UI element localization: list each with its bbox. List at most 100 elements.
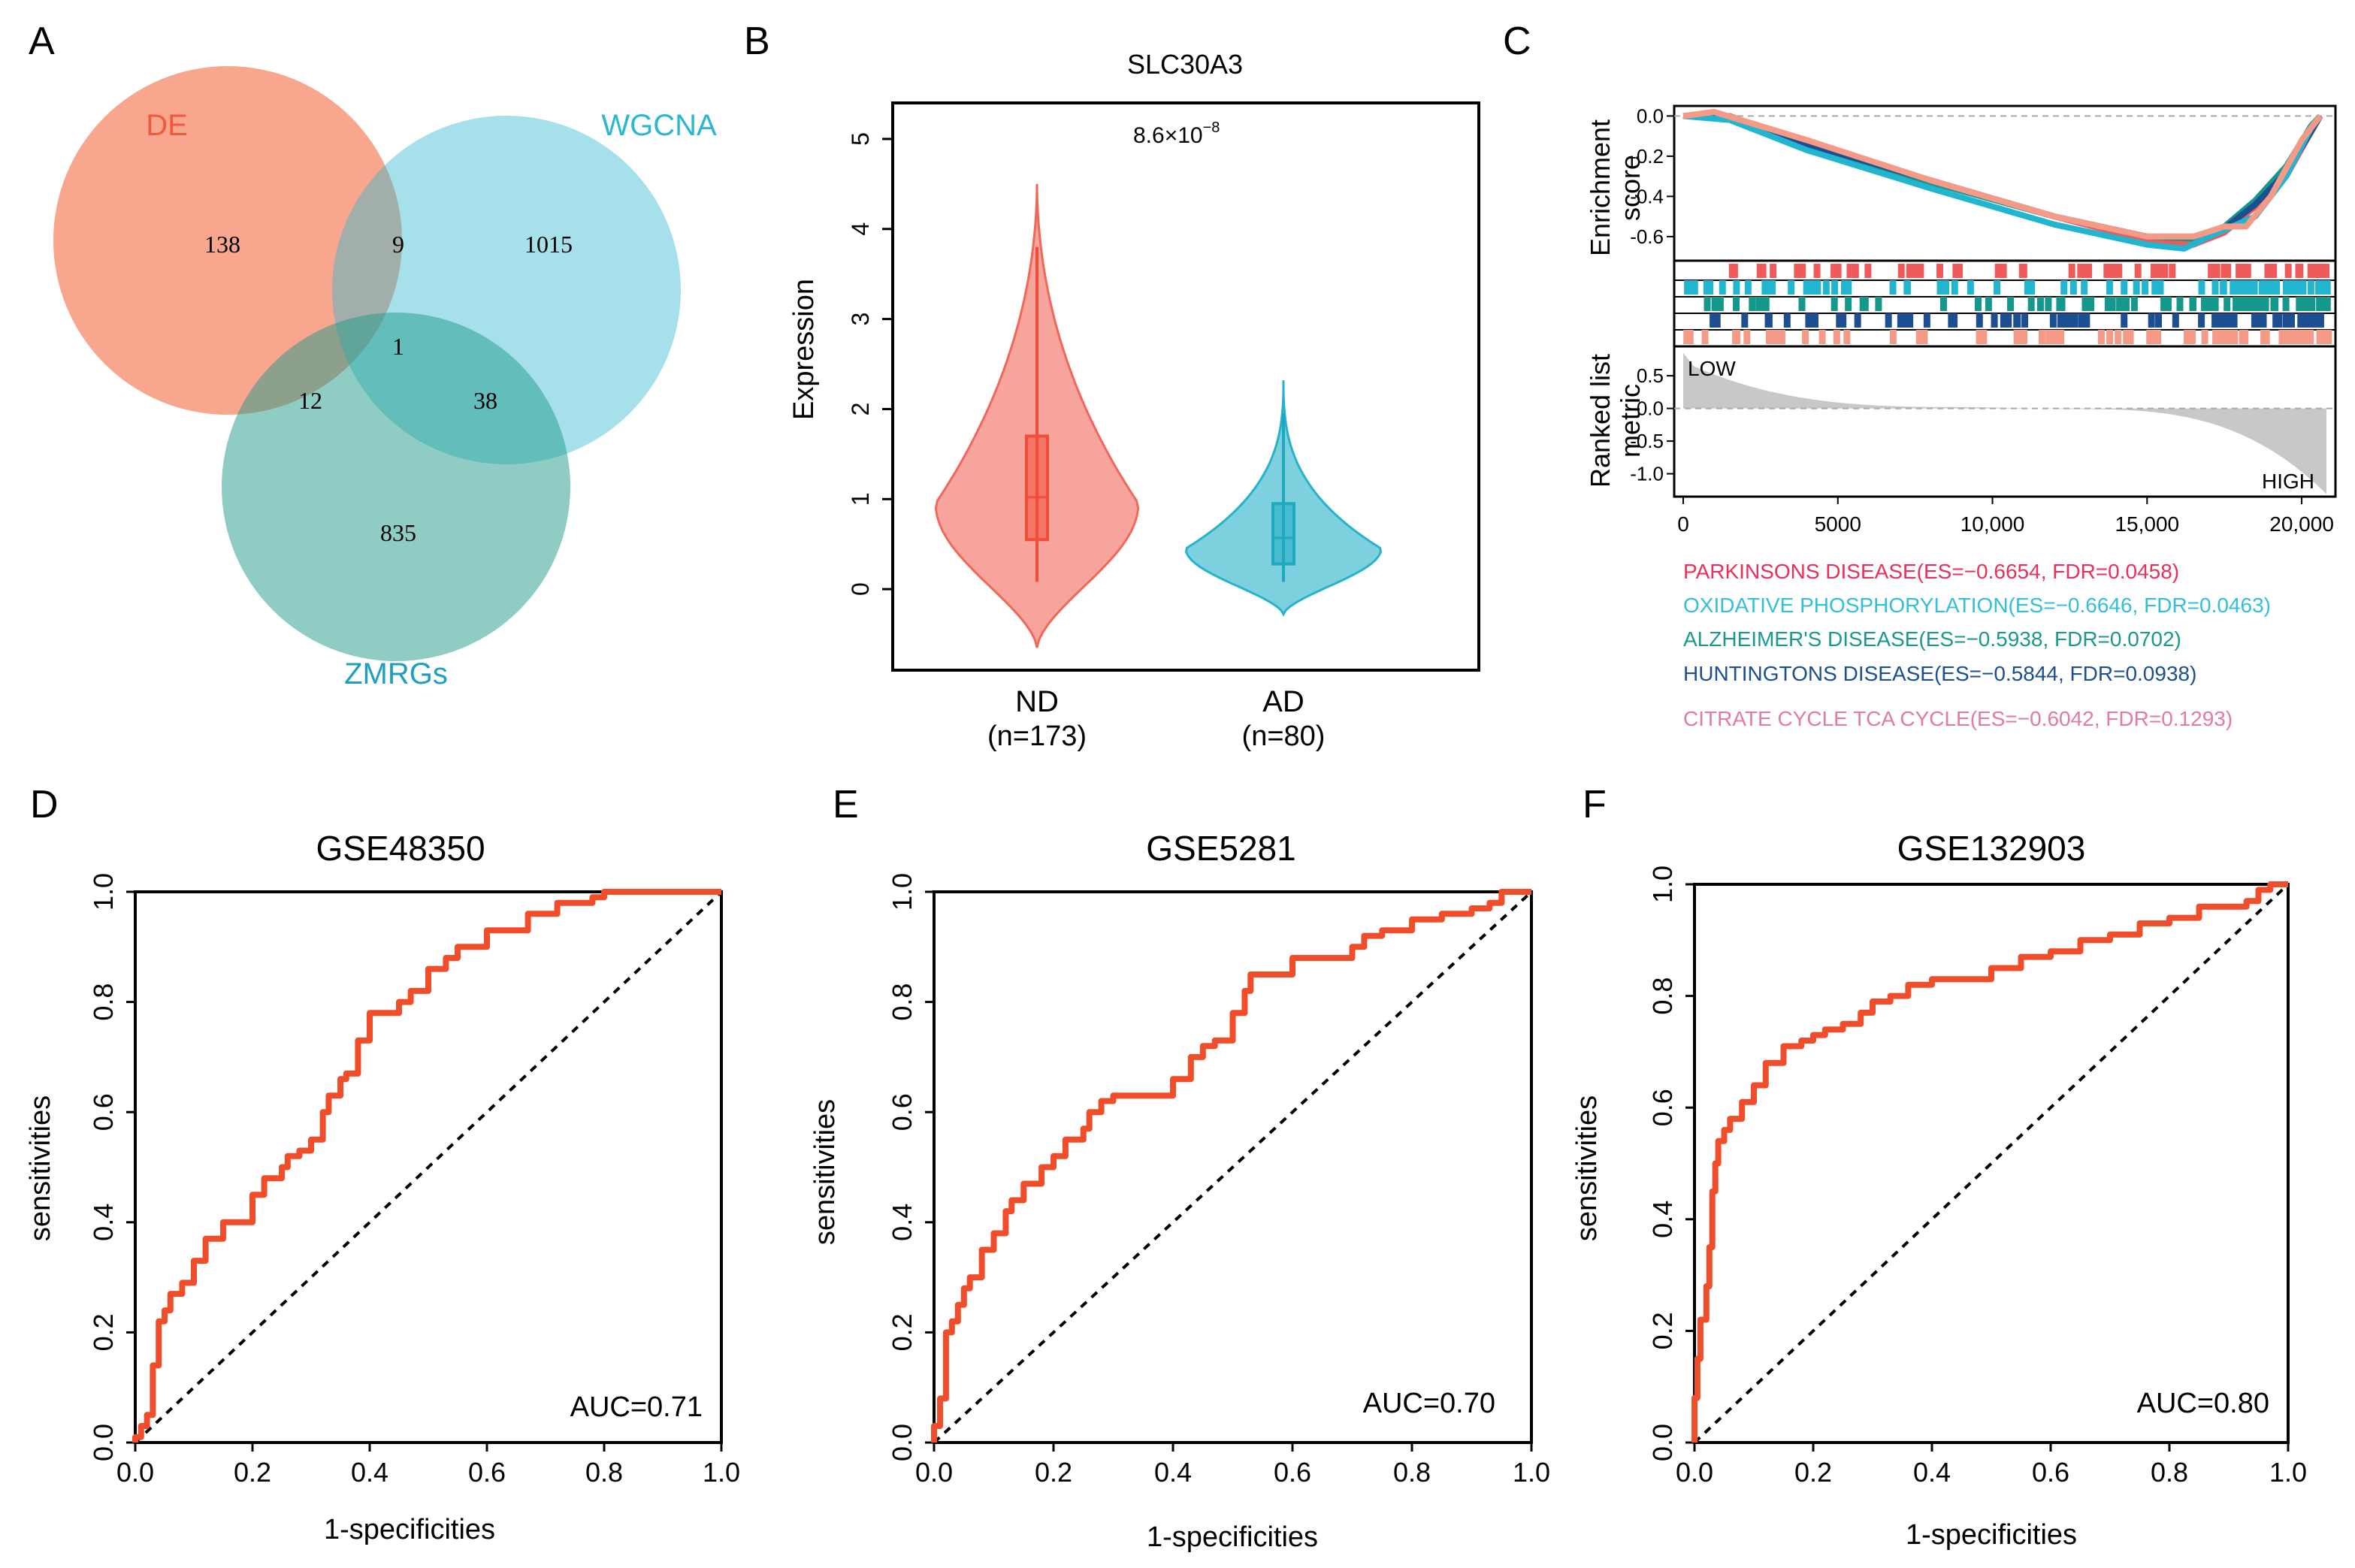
roc-x-tick-label: 0.6 (468, 1457, 506, 1488)
gsea-hit (2307, 280, 2314, 295)
gsea-hit (1915, 330, 1923, 344)
gsea-rank-fill (1683, 352, 2326, 494)
gsea-x-tick-label: 0 (1677, 512, 1689, 536)
gsea-hit (1885, 313, 1892, 328)
roc-auc-d: AUC=0.71 (570, 1391, 703, 1423)
gsea-hit (2115, 264, 2123, 278)
roc-x-tick-label: 0.2 (1794, 1457, 1832, 1488)
gsea-hit (2307, 264, 2314, 278)
gsea-hit (2110, 264, 2118, 278)
gsea-hit (1967, 280, 1974, 295)
venn-circle-zmrgs (222, 313, 570, 661)
roc-x-tick-label: 0.8 (2151, 1457, 2188, 1488)
gsea-hit (2243, 297, 2251, 311)
gsea-hit (2150, 264, 2157, 278)
gsea-hit (2176, 297, 2184, 311)
gsea-hit (2133, 280, 2140, 295)
gsea-x-ticks: 0 5000 10,000 15,000 20,000 (1677, 497, 2334, 536)
gsea-hit (2105, 297, 2112, 311)
gsea-hit (2116, 297, 2124, 311)
roc-y-tick-label: 0.2 (887, 1313, 918, 1351)
gsea-hit (2130, 297, 2138, 311)
gsea-hit (2220, 280, 2227, 295)
gsea-hit (2081, 297, 2089, 311)
gsea-hit (2024, 280, 2031, 295)
gsea-hit (2293, 280, 2300, 295)
venn-set-label-wgcna: WGCNA (601, 109, 717, 142)
gsea-es-tick-label: -0.6 (1630, 225, 1664, 248)
gsea-hit (1830, 297, 1838, 311)
gsea-hit (1741, 313, 1749, 328)
gsea-es-tick-label: -0.2 (1630, 145, 1664, 168)
gsea-hit (2157, 280, 2164, 295)
gsea-es-lines (1682, 109, 2323, 252)
gsea-hit (1711, 297, 1719, 311)
gsea-hit (2288, 313, 2296, 328)
roc-x-tick-label: 0.0 (116, 1457, 154, 1488)
venn-set-label-zmrgs: ZMRGs (344, 657, 448, 690)
roc-y-tick-label: 0.0 (887, 1424, 918, 1461)
gsea-hit (1802, 330, 1809, 344)
roc-y-tick-label: 0.4 (1647, 1201, 1678, 1238)
gsea-hit (1749, 297, 1756, 311)
gsea-hit (1845, 297, 1852, 311)
gsea-hit (2158, 264, 2166, 278)
gsea-high-label: HIGH (2262, 470, 2314, 493)
gsea-hit (1710, 313, 1718, 328)
gsea-hit (1897, 264, 1905, 278)
gsea-hit (2314, 264, 2322, 278)
gsea-hit (2299, 280, 2307, 295)
roc-x-tick-label: 0.6 (2032, 1457, 2069, 1488)
roc-x-tick-label: 0.4 (1154, 1457, 1192, 1488)
gsea-hit (2071, 313, 2078, 328)
gsea-hit (2184, 330, 2191, 344)
roc-plot-frame (134, 890, 723, 1444)
roc-y-tick-label: 0.6 (1647, 1089, 1678, 1126)
gsea-hit (1903, 313, 1911, 328)
gsea-x-tick-label: 15,000 (2115, 512, 2179, 536)
gsea-hit (2062, 313, 2069, 328)
roc-xlabel-e: 1-specificities (1147, 1521, 1318, 1553)
roc-reference-diagonal (1693, 883, 2290, 1444)
gsea-hit (2164, 297, 2172, 311)
gsea-hit (1936, 280, 1944, 295)
gsea-hit (2142, 280, 2149, 295)
roc-y-tick-label: 1.0 (88, 873, 119, 911)
roc-y-tick-label: 1.0 (887, 873, 918, 911)
venn-diagram: DE WGCNA ZMRGs 138 1015 835 9 12 38 1 (53, 66, 717, 690)
roc-x-tick-label: 0.4 (351, 1457, 388, 1488)
roc-y-tick-label: 1.0 (1647, 866, 1678, 903)
roc-curve (132, 889, 721, 1443)
gsea-hit (2081, 280, 2088, 295)
gsea-hit (1734, 330, 1741, 344)
gsea-hit (2201, 297, 2208, 311)
gsea-hit (1994, 280, 2001, 295)
gsea-hit (2028, 280, 2036, 295)
roc-y-tick-label: 0.0 (1647, 1424, 1678, 1461)
gsea-low-label: LOW (1688, 357, 1736, 380)
gsea-hit (1803, 280, 1810, 295)
gsea-hit (1942, 280, 1950, 295)
roc-title-f: GSE132903 (1897, 829, 2086, 868)
venn-count-zmrgs-only: 835 (380, 519, 416, 546)
gsea-hit (2254, 297, 2262, 311)
gsea-hit (1772, 330, 1779, 344)
gsea-hit (2205, 297, 2213, 311)
violin-group-n-ad: (n=80) (1242, 721, 1326, 752)
violin-plot-frame (891, 101, 1480, 672)
gsea-hit (2239, 280, 2246, 295)
gsea-hit (2005, 313, 2012, 328)
gsea-hit (1875, 297, 1882, 311)
venn-set-label-de: DE (146, 109, 188, 142)
roc-xlabel-d: 1-specificities (324, 1514, 495, 1545)
gsea-hit (1685, 330, 1693, 344)
gsea-hit (2169, 264, 2176, 278)
gsea-hit (2021, 313, 2029, 328)
gsea-es-line (1682, 109, 2323, 240)
violin-y-tick-label: 4 (847, 222, 874, 236)
gsea-rank-tick-label: 0.5 (1637, 364, 1664, 387)
gsea-hit (1910, 264, 1918, 278)
gsea-hit (1833, 330, 1840, 344)
gsea-hit (2060, 280, 2068, 295)
gsea-hit (2154, 330, 2162, 344)
